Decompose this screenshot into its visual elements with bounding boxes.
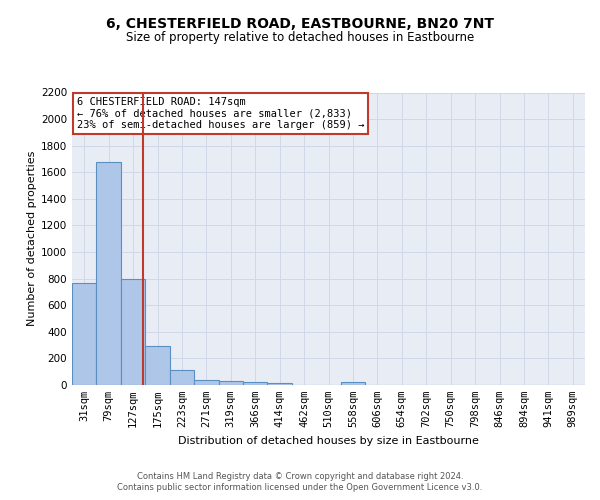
Bar	[341, 382, 365, 385]
Bar	[121, 278, 145, 385]
Bar	[194, 380, 218, 385]
Text: 6 CHESTERFIELD ROAD: 147sqm
← 76% of detached houses are smaller (2,833)
23% of : 6 CHESTERFIELD ROAD: 147sqm ← 76% of det…	[77, 97, 365, 130]
Bar	[170, 370, 194, 385]
Bar	[243, 382, 268, 385]
Bar	[97, 162, 121, 385]
Bar	[268, 382, 292, 385]
Text: Contains HM Land Registry data © Crown copyright and database right 2024.
Contai: Contains HM Land Registry data © Crown c…	[118, 472, 482, 492]
Text: Size of property relative to detached houses in Eastbourne: Size of property relative to detached ho…	[126, 31, 474, 44]
Bar	[145, 346, 170, 385]
Text: 6, CHESTERFIELD ROAD, EASTBOURNE, BN20 7NT: 6, CHESTERFIELD ROAD, EASTBOURNE, BN20 7…	[106, 18, 494, 32]
Bar	[72, 282, 97, 385]
Y-axis label: Number of detached properties: Number of detached properties	[27, 151, 37, 326]
X-axis label: Distribution of detached houses by size in Eastbourne: Distribution of detached houses by size …	[178, 436, 479, 446]
Bar	[218, 382, 243, 385]
